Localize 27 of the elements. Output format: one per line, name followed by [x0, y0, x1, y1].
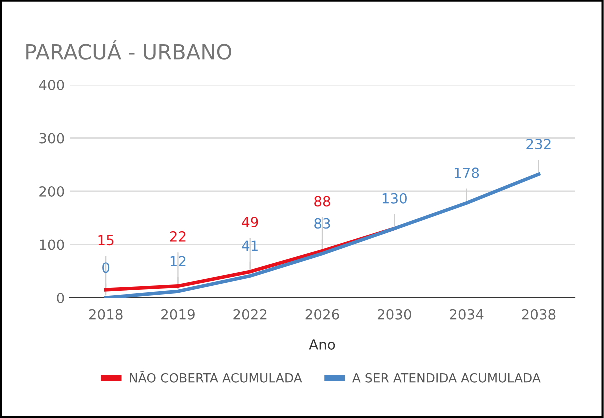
data-label: 41: [242, 240, 258, 252]
data-label: 15: [98, 235, 114, 246]
data-label: 49: [242, 217, 258, 228]
data-label: 130: [382, 193, 407, 204]
data-label: 83: [314, 218, 330, 229]
x-axis-title: Ano: [309, 340, 336, 350]
x-tick-label: 2022: [234, 309, 267, 320]
legend-label: A SER ATENDIDA ACUMULADA: [352, 373, 541, 383]
y-tick-label: 400: [39, 80, 64, 90]
x-tick-label: 2019: [162, 309, 195, 320]
y-tick-label: 0: [57, 292, 64, 304]
x-tick-label: 2038: [522, 309, 556, 320]
chart-title: PARACUÁ - URBANO: [26, 40, 232, 60]
y-tick-label: 200: [40, 186, 64, 197]
data-label: 88: [314, 196, 330, 207]
data-label: 0: [102, 262, 110, 274]
data-label: 12: [170, 256, 186, 266]
x-tick-label: 2034: [450, 309, 484, 320]
x-tick-label: 2030: [378, 309, 412, 320]
data-label: 22: [170, 231, 186, 242]
y-tick-label: 300: [40, 133, 64, 144]
y-tick-label: 100: [40, 240, 64, 250]
data-label: 178: [455, 168, 480, 178]
legend-label: NÃO COBERTA ACUMULADA: [130, 371, 302, 383]
data-label: 232: [526, 139, 551, 150]
x-tick-label: 2018: [89, 309, 123, 320]
x-tick-label: 2026: [306, 309, 340, 320]
